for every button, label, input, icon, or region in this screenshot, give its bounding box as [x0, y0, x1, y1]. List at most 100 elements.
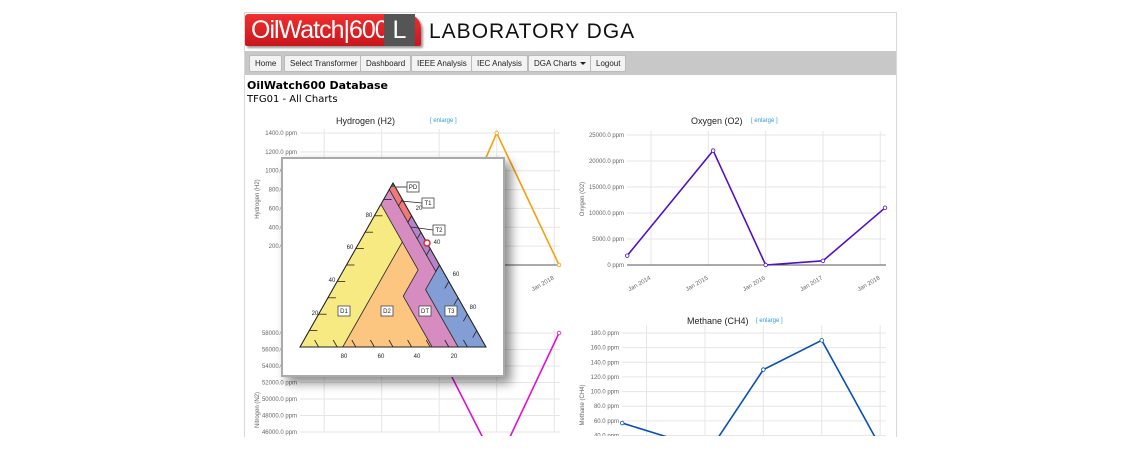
sample-point-marker [423, 239, 431, 247]
nav-logout-button[interactable]: Logout [590, 55, 627, 72]
y-tick-label: 0 ppm [607, 263, 624, 269]
data-point [820, 258, 826, 264]
y-axis-label: Oxygen (O2) [580, 182, 586, 216]
nav-iec-analysis-button[interactable]: IEC Analysis [471, 55, 528, 72]
axis-tick [407, 339, 412, 348]
y-tick-label: 60.0 ppm [594, 419, 619, 425]
logo-badge: L [384, 14, 415, 46]
zone-label-box [380, 305, 394, 317]
y-axis-label: Hydrogen (H2) [255, 179, 261, 218]
right-axis-label: 20 [416, 206, 423, 212]
axis-tick [453, 297, 459, 305]
y-tick-label: 40.0 ppm [594, 434, 619, 437]
enlarge-hydrogen-link[interactable]: [ enlarge ] [430, 118, 457, 124]
right-axis-label: 60 [453, 272, 460, 278]
zone-label-d1: D1 [340, 309, 348, 315]
axis-tick [407, 215, 412, 223]
axis-tick [397, 199, 403, 207]
axis-tick [314, 339, 319, 348]
line-chart-3: 40.0 ppm 60.0 ppm 80.0 ppm 100.0 ppm 120.0 p… [580, 325, 886, 437]
axis-tick [472, 330, 478, 338]
data-point [763, 262, 768, 268]
charts-canvas: 200.0 ppm400.0 ppm600.0 ppm800.0 ppm1000… [255, 129, 888, 437]
data-line [621, 339, 876, 436]
oilwatch-logo[interactable]: OilWatch|600 L [245, 14, 421, 46]
nav-label: Select Transformer [290, 59, 358, 68]
data-point [761, 367, 766, 372]
x-tick-label: Jan 2018 [857, 275, 882, 293]
chart-title-oxygen: Oxygen (O2) [691, 116, 743, 126]
y-tick-label: 100.0 ppm [591, 390, 619, 396]
zone-label-box [421, 197, 435, 209]
nav-dashboard-button[interactable]: Dashboard [360, 55, 412, 72]
page-title: OilWatch600 Database [247, 79, 388, 92]
axis-tick [444, 339, 450, 348]
y-tick-label: 46000.0 ppm [262, 430, 297, 436]
nav-home-button[interactable]: Home [249, 55, 283, 72]
enlarge-methane-link[interactable]: [ enlarge ] [756, 318, 783, 324]
y-tick-label: 50000.0 ppm [262, 397, 297, 403]
nav-dga-charts-dropdown[interactable]: DGA Charts [528, 55, 592, 72]
nav-label: Dashboard [366, 59, 406, 68]
left-axis-label: 80 [366, 213, 373, 219]
y-tick-label: 15000.0 ppm [589, 185, 624, 191]
zone-label-box [444, 305, 458, 317]
data-point [882, 205, 888, 210]
axis-tick [425, 248, 431, 256]
axis-tick [332, 339, 338, 348]
navbar: Home Select Transformer Dashboard IEEE A… [245, 51, 896, 75]
zone-label-pd: PD [409, 185, 418, 191]
chart-title-methane: Methane (CH4) [687, 316, 749, 326]
y-tick-label: 54000.0 ppm [262, 364, 297, 370]
x-tick-label: Jan 2014 [628, 275, 653, 293]
y-tick-label: 20000.0 ppm [589, 159, 624, 165]
left-axis-label: 20 [312, 311, 319, 317]
y-tick-label: 5000.0 ppm [592, 237, 624, 243]
axis-tick [463, 339, 468, 348]
right-axis-label: 80 [470, 305, 477, 311]
bottom-axis-label: 40 [414, 354, 421, 360]
y-tick-label: 140.0 ppm [591, 360, 619, 366]
data-point [624, 253, 630, 258]
y-tick-label: 25000.0 ppm [589, 133, 624, 139]
data-point [619, 420, 625, 426]
nav-label: Home [255, 59, 277, 68]
y-axis-label: Nitrogen (N2) [255, 392, 261, 428]
nav-label: Logout [596, 59, 621, 68]
line-chart-1: 0 ppm 5000.0 ppm 10000.0 ppm 15000.0 ppm 200… [580, 131, 888, 293]
y-tick-label: 180.0 ppm [591, 331, 619, 337]
zone-leader-line [400, 200, 423, 204]
y-tick-label: 160.0 ppm [591, 346, 619, 352]
y-tick-label: 1200.0 ppm [265, 150, 297, 156]
data-line [438, 332, 560, 436]
y-tick-label: 58000.0 ppm [262, 331, 297, 337]
duval-triangle: 80 60 40 20 20 40 60 80 80 60 40 20 PD T1 T2 T3 D1 D2 DT [299, 181, 487, 360]
zone-label-box [418, 305, 432, 317]
enlarge-oxygen-link[interactable]: [ enlarge ] [751, 118, 778, 124]
x-tick-label: Jan 2015 [685, 275, 710, 293]
data-point [494, 130, 499, 136]
zone-label-d2: D2 [383, 309, 391, 315]
left-axis-label: 60 [347, 245, 354, 251]
data-point [556, 262, 562, 268]
y-tick-label: 80.0 ppm [594, 404, 619, 410]
data-point [819, 338, 824, 343]
data-point [710, 148, 716, 153]
nav-label: IEC Analysis [477, 59, 522, 68]
zone-label-box [432, 224, 446, 236]
x-tick-label: Jan 2018 [531, 275, 556, 293]
zone-label-dt: DT [421, 309, 429, 315]
nav-label: DGA Charts [534, 59, 577, 68]
axis-tick [416, 232, 422, 240]
bottom-axis-label: 60 [378, 354, 385, 360]
axis-tick [463, 314, 468, 322]
y-tick-label: 48000.0 ppm [262, 414, 297, 420]
zone-leader-line [410, 226, 434, 231]
x-tick-label: Jan 2016 [742, 275, 767, 293]
duval-triangle-popup[interactable]: 80 60 40 20 20 40 60 80 80 60 40 20 PD T1 T2 T3 D1 D2 DT [281, 157, 505, 377]
nav-label: IEEE Analysis [417, 59, 467, 68]
zone-label-t3: T3 [447, 309, 455, 315]
right-axis-label: 40 [434, 240, 441, 246]
y-tick-label: 1400.0 ppm [265, 131, 297, 137]
zone-label-box [337, 305, 351, 317]
